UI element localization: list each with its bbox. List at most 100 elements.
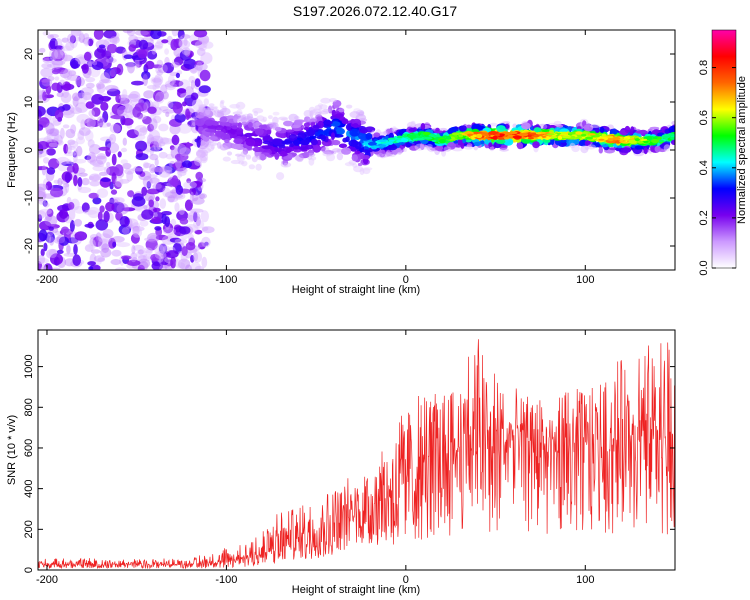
spectrogram-cell (199, 105, 205, 113)
spectrogram-cell (138, 39, 149, 50)
spectrogram-cell (128, 35, 138, 43)
spectrogram-cell (224, 122, 231, 127)
spectrogram-cell (317, 111, 329, 115)
spectrogram-cell (125, 62, 135, 69)
spectrogram-cell (201, 226, 209, 231)
spectrogram-cell (96, 155, 106, 160)
spectrogram-cell (48, 158, 60, 169)
spectrogram-cell (190, 40, 203, 46)
spectrogram-cell (117, 104, 126, 111)
spectrogram-cell (420, 123, 426, 130)
spectrogram-cell (111, 249, 122, 257)
spectrogram-cell (83, 209, 97, 215)
spectrogram-cell (162, 245, 170, 253)
spectrogram-cell (70, 30, 82, 37)
spectrogram-cell (262, 116, 267, 122)
spectrogram-cell (96, 153, 107, 165)
spectrogram-cell (174, 238, 188, 244)
spectrogram-cell (362, 167, 373, 171)
spectrogram-peak (637, 141, 644, 144)
spectrogram-cell (164, 191, 178, 199)
spectrogram-cell (149, 118, 158, 131)
spectrogram-peak (444, 139, 451, 143)
spectrogram-cell (152, 64, 163, 69)
spectrogram-cell (120, 97, 132, 107)
spectrogram-cell (590, 124, 601, 128)
x-tick-label: -200 (36, 274, 58, 286)
spectrogram-cell (143, 90, 155, 99)
spectrogram-cell (148, 199, 154, 208)
spectrogram-cell (43, 202, 50, 208)
spectrogram-cell (290, 124, 301, 129)
spectrogram-cell (102, 228, 114, 239)
spectrogram-peak (386, 141, 394, 145)
spectrogram-cell (62, 124, 70, 129)
spectrogram-cell (156, 70, 163, 76)
spectrogram-cell (142, 175, 153, 188)
spectrogram-cell (292, 145, 300, 150)
spectrogram-cell (574, 138, 580, 145)
y-tick-label: 1000 (23, 354, 35, 378)
spectrogram-cell (193, 30, 208, 38)
spectrogram-peak (619, 140, 625, 143)
spectrogram-cell (114, 267, 127, 270)
spectrogram-cell (198, 242, 206, 250)
spectrogram-peak (423, 136, 433, 140)
spectrogram-cell (190, 255, 195, 263)
spectrogram-cell (435, 144, 444, 152)
spectrogram-cell (153, 76, 162, 88)
spectrogram-cell (41, 63, 52, 69)
spectrogram-cell (99, 171, 108, 176)
spectrogram-cell (137, 49, 148, 59)
spectrogram-cell (88, 176, 94, 181)
spectrogram-peak (527, 137, 534, 140)
spectrogram-peak (531, 135, 540, 138)
spectrogram-peak (588, 133, 596, 136)
spectrogram-cell (78, 127, 91, 136)
spectrogram-cell (188, 233, 195, 244)
spectrogram-cell (88, 266, 94, 270)
spectrogram-cell (426, 144, 433, 148)
spectrogram-cell (298, 146, 308, 151)
spectrogram-cell (127, 93, 139, 99)
colorbar-tick-label: 0.4 (698, 160, 710, 175)
spectrogram-cell (386, 144, 398, 151)
spectrogram-cell (65, 182, 70, 193)
spectrogram-cell (179, 226, 191, 235)
spectrogram-cell (62, 52, 68, 63)
spectrogram-cell (62, 109, 75, 119)
spectrogram-cell (391, 126, 397, 133)
spectrogram-cell (103, 30, 117, 39)
spectrogram-cell (132, 225, 140, 236)
spectrogram-cell (151, 45, 163, 50)
spectrogram-cell (219, 110, 225, 117)
spectrogram-cell (149, 163, 156, 174)
spectrogram-cell (241, 160, 248, 167)
spectrogram-cell (93, 255, 105, 262)
spectrogram-cell (72, 163, 79, 174)
spectrogram-cell (154, 41, 164, 49)
spectrogram-cell (161, 91, 169, 100)
spectrogram-cell (201, 256, 208, 268)
spectrogram-cell (224, 146, 229, 151)
spectrogram-cell (143, 205, 148, 210)
spectrogram-cell (226, 126, 231, 131)
spectrogram-cell (203, 41, 214, 49)
spectrogram-cell (134, 57, 140, 69)
spectrogram-cell (75, 56, 87, 65)
spectrogram-cell (255, 163, 262, 171)
spectrogram-cell (95, 82, 105, 90)
spectrogram-cell (295, 154, 304, 163)
spectrogram-cell (38, 261, 43, 270)
spectrogram-cell (85, 130, 94, 142)
spectrogram-peak (456, 137, 464, 140)
spectrogram-cell (129, 91, 141, 102)
spectrogram-cell (345, 136, 350, 143)
spectrogram-cell (188, 75, 196, 84)
spectrogram-peak (561, 135, 572, 139)
spectrogram-cell (89, 173, 102, 182)
spectrogram-cell (161, 235, 175, 245)
spectrogram-cell (599, 126, 605, 133)
spectrogram-cell (158, 123, 169, 132)
spectrogram-peak (668, 133, 675, 137)
